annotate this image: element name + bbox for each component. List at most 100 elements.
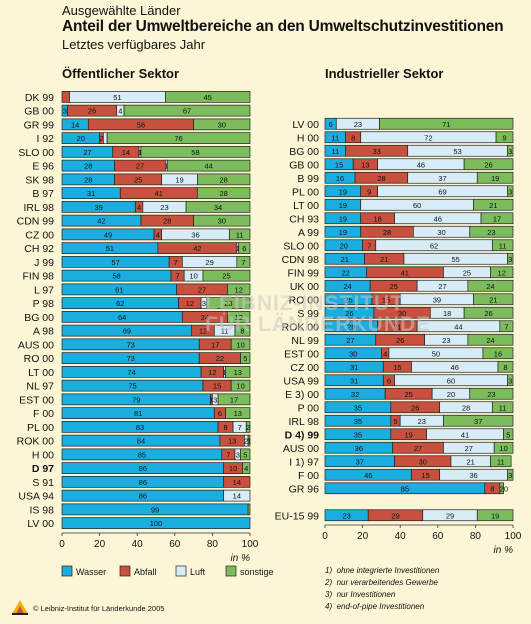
left-row-label: B 97: [32, 188, 54, 200]
right-data-label: 19: [491, 174, 499, 183]
left-data-label: 58: [191, 148, 199, 157]
right-data-label: 46: [364, 471, 372, 480]
left-data-label: 57: [111, 258, 119, 267]
right-bar-segment: [473, 198, 514, 211]
left-row-label: CDN 99: [17, 216, 55, 228]
right-data-label: 44: [454, 322, 462, 331]
left-data-label: 62: [116, 299, 124, 308]
right-data-label: 11: [497, 457, 505, 466]
right-data-label: 32: [351, 390, 359, 399]
right-bar-segment: [491, 401, 514, 414]
chart-supertitle: Ausgewählte Länder: [62, 3, 181, 18]
right-data-label: 21: [489, 295, 497, 304]
right-bar-segment: [495, 131, 514, 144]
left-data-label: 86: [139, 492, 147, 501]
left-data-label: 12: [186, 299, 194, 308]
right-data-label: 16: [336, 174, 344, 183]
right-x-tick-label: 0: [322, 531, 328, 542]
left-data-label: 10: [236, 340, 244, 349]
left-data-label: 86: [139, 464, 147, 473]
left-data-label: 7: [226, 450, 230, 459]
right-data-label: 16: [494, 349, 502, 358]
right-row-label: GB 00: [289, 159, 319, 171]
right-data-label: 27: [465, 444, 473, 453]
right-data-label: 85: [401, 484, 409, 493]
right-data-label: 26: [345, 309, 353, 318]
chart-title: Anteil der Umweltbereiche an den Umwelts…: [62, 18, 504, 35]
right-row-label: SLO 00: [283, 240, 319, 252]
right-data-label: 15: [393, 363, 401, 372]
left-row-label: E 96: [32, 161, 54, 173]
left-data-label: 5: [243, 354, 247, 363]
right-data-label: 4: [383, 349, 387, 358]
left-data-label: 8: [240, 327, 244, 336]
right-bar-segment: [476, 509, 514, 522]
right-data-label: 71: [442, 120, 450, 129]
left-data-label: 34: [214, 203, 222, 212]
left-data-label: 81: [134, 409, 142, 418]
right-bar-segment: [467, 279, 514, 292]
left-bar-segment: [240, 448, 251, 461]
right-data-label: 28: [347, 322, 355, 331]
left-row-label: SK 98: [25, 174, 54, 186]
left-data-label: 31: [87, 189, 95, 198]
left-data-label: 13: [228, 437, 236, 446]
legend-label: Luft: [190, 567, 206, 577]
right-data-label: 72: [424, 133, 432, 142]
left-bar-segment: [61, 517, 251, 529]
left-data-label: 29: [205, 258, 213, 267]
right-data-label: 23: [442, 336, 450, 345]
left-data-label: 27: [136, 162, 144, 171]
right-data-label: 11: [499, 241, 507, 250]
right-data-label: 3: [508, 471, 512, 480]
right-data-label: 24: [486, 282, 494, 291]
left-data-label: 12: [235, 313, 243, 322]
right-row-label: I 1) 97: [289, 456, 319, 468]
left-data-label: 74: [127, 368, 135, 377]
left-data-label: 1: [138, 148, 142, 157]
right-bar-segment: [463, 306, 514, 319]
left-data-label: 26: [88, 107, 96, 116]
right-data-label: 26: [396, 336, 404, 345]
right-row-label: NL 99: [291, 335, 319, 347]
left-row-label: GB 00: [24, 106, 54, 118]
footnote-2: 2) nur verarbeitendes Gewerbe: [325, 578, 438, 587]
left-x-tick-label: 60: [169, 539, 181, 550]
right-bar-segment: [499, 320, 514, 333]
right-data-label: 23: [487, 228, 495, 237]
legend-swatch: [119, 565, 131, 577]
institute-logo-icon: [12, 600, 28, 615]
right-bar-segment: [490, 266, 514, 279]
left-row-label: CZ 00: [25, 229, 54, 241]
legend-swatch: [175, 565, 187, 577]
right-bar-segment: [480, 212, 514, 225]
right-bar-segment: [507, 144, 514, 157]
right-bar-segment: [463, 158, 514, 171]
left-bar-segment: [165, 91, 251, 103]
right-data-label: 24: [486, 336, 494, 345]
left-row-label: I 92: [36, 133, 54, 145]
left-row-label: ROK 00: [17, 436, 55, 448]
left-bar-segment: [197, 173, 251, 186]
left-row-label: D 97: [32, 463, 54, 475]
right-data-label: 9: [502, 133, 506, 142]
right-data-label: 23: [354, 120, 362, 129]
left-bar-segment: [225, 366, 251, 378]
left-row-label: A 98: [33, 326, 54, 338]
right-data-label: 17: [493, 214, 501, 223]
left-data-label: 83: [136, 423, 144, 432]
left-row-label: F 00: [33, 408, 54, 420]
right-data-label: 9: [367, 187, 371, 196]
right-data-label: 11: [331, 147, 339, 156]
right-bar-segment: [469, 225, 514, 238]
left-data-label: 7: [176, 272, 180, 281]
watermark: LEIBNIZ-INSTITUT FÜR LÄNDERKUNDE: [205, 293, 431, 335]
left-data-label: 2: [244, 437, 248, 446]
left-data-label: 73: [126, 340, 134, 349]
left-data-label: 3: [236, 450, 240, 459]
left-data-label: 58: [112, 272, 120, 281]
left-bar-segment: [240, 352, 251, 364]
right-data-label: 6: [387, 376, 391, 385]
right-x-tick-label: 80: [470, 531, 482, 542]
left-data-label: 24: [201, 313, 209, 322]
